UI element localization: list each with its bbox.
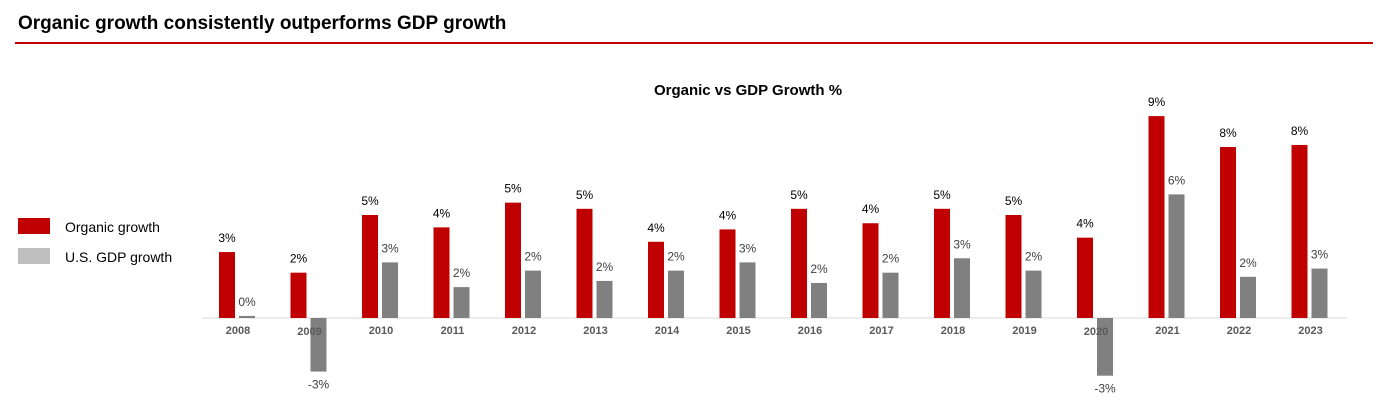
data-label-organic: 5% bbox=[504, 182, 522, 196]
bar-organic bbox=[576, 208, 593, 318]
data-label-organic: 3% bbox=[218, 231, 236, 245]
data-label-organic: 5% bbox=[361, 194, 379, 208]
data-label-gdp: 2% bbox=[453, 266, 471, 280]
bars-group bbox=[219, 116, 1328, 376]
data-label-gdp: 2% bbox=[810, 262, 828, 276]
bar-organic bbox=[433, 227, 450, 318]
bar-organic bbox=[862, 223, 879, 318]
data-label-organic: 4% bbox=[647, 221, 665, 235]
data-label-organic: 2% bbox=[290, 252, 308, 266]
data-label-organic: 5% bbox=[576, 188, 594, 202]
x-tick-label: 2015 bbox=[726, 325, 750, 337]
bar-gdp bbox=[310, 318, 327, 372]
x-tick-label: 2012 bbox=[512, 325, 536, 337]
data-label-gdp: 0% bbox=[238, 295, 256, 309]
x-tick-label: 2009 bbox=[297, 326, 321, 338]
data-label-organic: 5% bbox=[790, 188, 808, 202]
x-tick-label: 2011 bbox=[441, 325, 465, 337]
bar-gdp bbox=[596, 280, 613, 318]
x-tick-label: 2021 bbox=[1155, 325, 1179, 337]
legend-swatch-organic bbox=[18, 218, 50, 234]
data-label-organic: 4% bbox=[719, 208, 737, 222]
bar-organic bbox=[1148, 116, 1165, 319]
data-label-gdp: 2% bbox=[882, 252, 900, 266]
x-tick-label: 2016 bbox=[798, 325, 822, 337]
bar-organic bbox=[719, 229, 736, 318]
bar-organic bbox=[362, 215, 378, 318]
data-label-organic: 8% bbox=[1291, 124, 1309, 138]
bar-gdp bbox=[668, 270, 684, 318]
bar-organic bbox=[290, 272, 307, 318]
x-tick-label: 2022 bbox=[1227, 325, 1251, 337]
data-label-organic: 4% bbox=[1076, 217, 1094, 231]
labels-group: 2008 3% 0% 2009 2% -3% 2010 5% 3% 2011 4% 2% 2012 5% 2… bbox=[218, 95, 1328, 396]
chart-legend: Organic growth U.S. GDP growth bbox=[18, 218, 175, 278]
bar-organic bbox=[1291, 144, 1308, 318]
bar-organic bbox=[648, 241, 664, 318]
bar-gdp bbox=[239, 315, 255, 318]
bar-gdp bbox=[453, 287, 470, 318]
bar-organic bbox=[1077, 237, 1093, 318]
bar-gdp bbox=[1240, 276, 1256, 318]
data-label-organic: 5% bbox=[933, 188, 951, 202]
x-tick-label: 2010 bbox=[369, 325, 393, 337]
x-tick-label: 2008 bbox=[226, 325, 250, 337]
data-label-gdp: 2% bbox=[524, 250, 542, 264]
title-divider bbox=[15, 42, 1373, 44]
data-label-gdp: 3% bbox=[1311, 248, 1329, 262]
bar-gdp bbox=[1097, 318, 1113, 376]
data-label-gdp: 2% bbox=[1025, 250, 1043, 264]
data-label-organic: 9% bbox=[1148, 95, 1166, 109]
data-label-organic: 5% bbox=[1005, 194, 1023, 208]
data-label-gdp: 2% bbox=[667, 250, 685, 264]
page-title: Organic growth consistently outperforms … bbox=[18, 13, 507, 34]
bar-gdp bbox=[1025, 270, 1042, 318]
bar-gdp bbox=[1311, 268, 1328, 318]
bar-gdp bbox=[1168, 194, 1185, 318]
legend-label-organic: Organic growth bbox=[65, 219, 160, 235]
data-label-gdp: -3% bbox=[1094, 382, 1116, 396]
x-tick-label: 2017 bbox=[869, 325, 893, 337]
bar-organic bbox=[505, 202, 521, 318]
data-label-gdp: 3% bbox=[381, 241, 399, 255]
x-tick-label: 2018 bbox=[941, 325, 965, 337]
data-label-gdp: -3% bbox=[308, 378, 330, 392]
bar-gdp bbox=[739, 262, 756, 318]
bar-organic bbox=[219, 252, 235, 318]
bar-gdp bbox=[954, 258, 970, 318]
data-label-organic: 8% bbox=[1219, 126, 1237, 140]
bar-gdp bbox=[525, 270, 541, 318]
bar-organic bbox=[1220, 147, 1236, 318]
legend-item-gdp: U.S. GDP growth bbox=[18, 248, 175, 266]
bar-organic bbox=[791, 208, 807, 318]
x-tick-label: 2014 bbox=[655, 325, 680, 337]
bar-organic bbox=[1005, 215, 1022, 318]
chart-title: Organic vs GDP Growth % bbox=[654, 82, 842, 99]
data-label-gdp: 6% bbox=[1168, 173, 1186, 187]
legend-swatch-gdp bbox=[18, 248, 50, 264]
bar-gdp bbox=[882, 272, 899, 318]
bar-organic bbox=[934, 208, 950, 318]
x-tick-label: 2019 bbox=[1012, 325, 1036, 337]
data-label-gdp: 3% bbox=[953, 237, 971, 251]
bar-gdp bbox=[382, 262, 398, 318]
data-label-gdp: 3% bbox=[739, 241, 757, 255]
x-tick-label: 2023 bbox=[1298, 325, 1322, 337]
x-tick-label: 2013 bbox=[583, 325, 607, 337]
legend-item-organic: Organic growth bbox=[18, 218, 175, 236]
data-label-organic: 4% bbox=[433, 206, 451, 220]
bar-gdp bbox=[811, 282, 827, 318]
data-label-organic: 4% bbox=[862, 202, 880, 216]
data-label-gdp: 2% bbox=[1239, 256, 1257, 270]
x-tick-label: 2020 bbox=[1084, 326, 1108, 338]
data-label-gdp: 2% bbox=[596, 260, 614, 274]
legend-label-gdp: U.S. GDP growth bbox=[65, 249, 173, 265]
